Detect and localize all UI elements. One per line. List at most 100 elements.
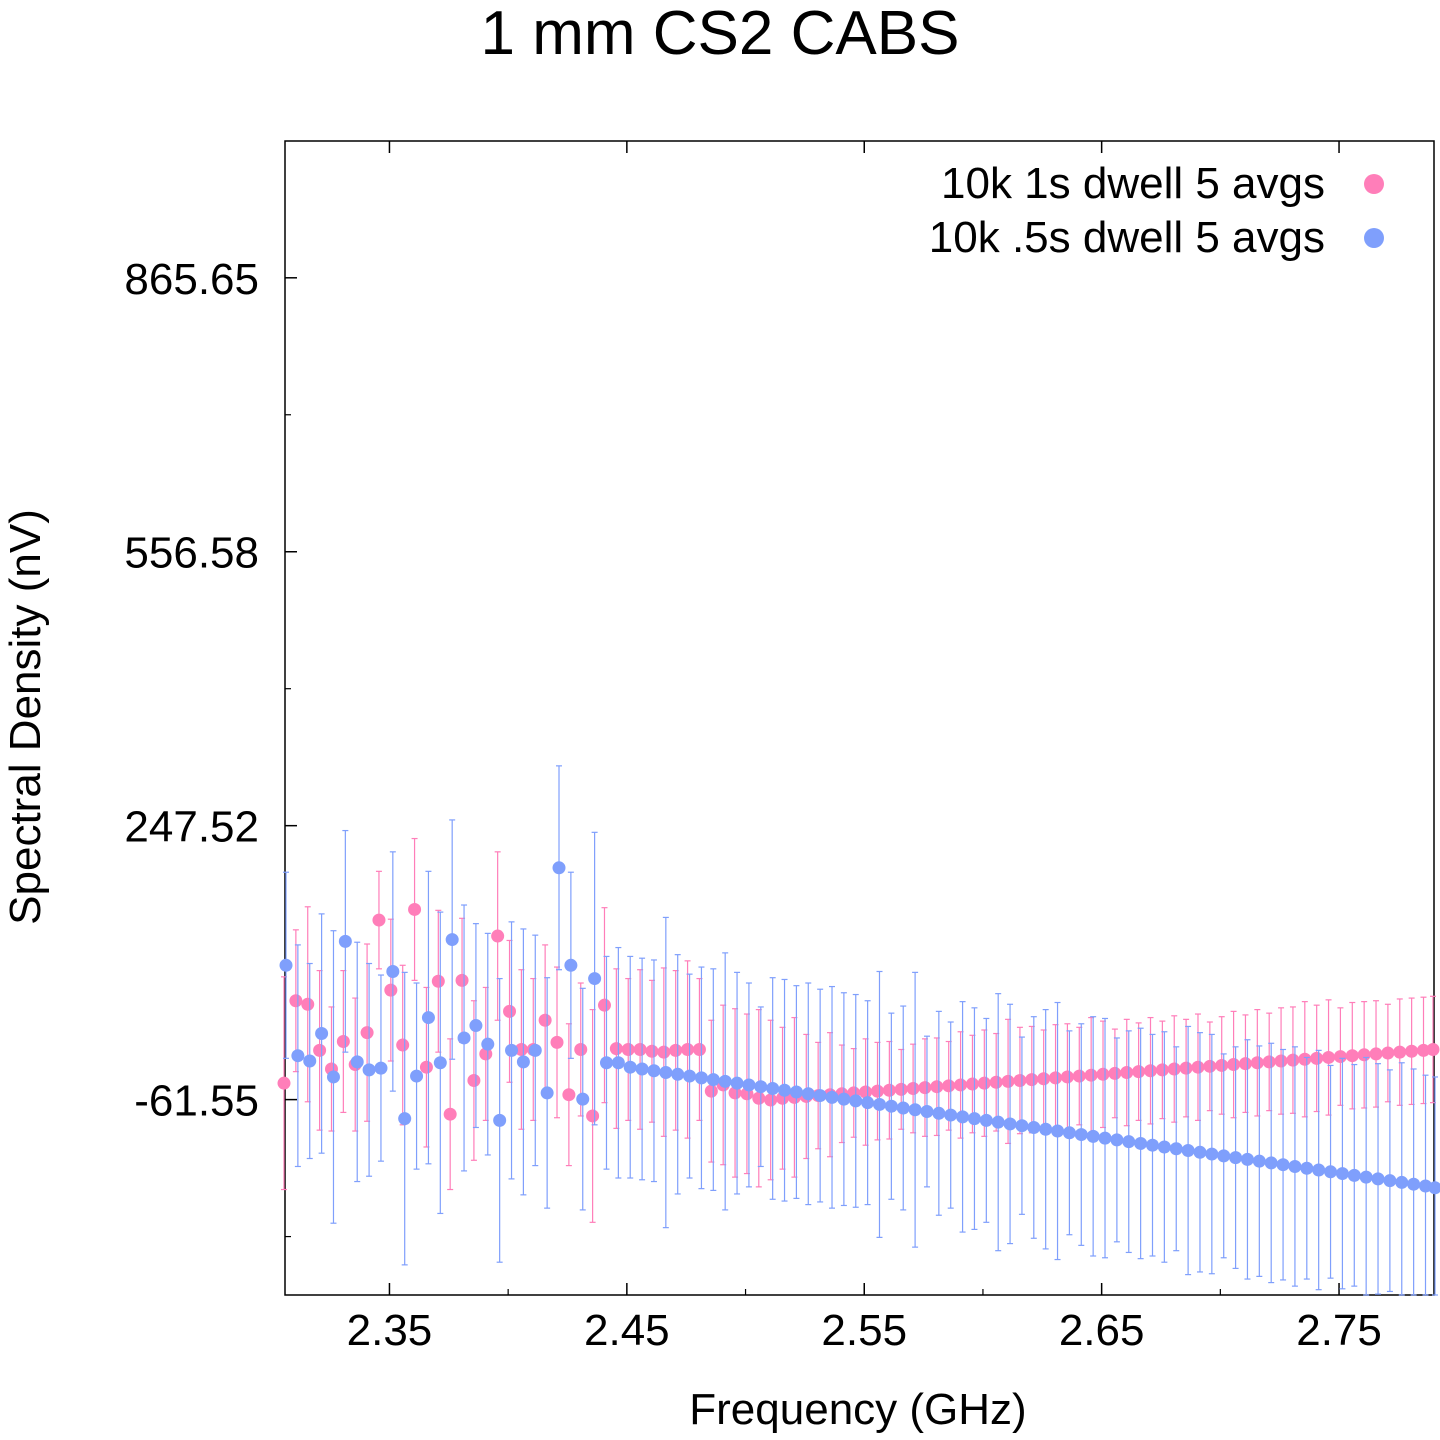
data-point <box>1393 1045 1407 1059</box>
data-point <box>1145 1138 1159 1152</box>
data-point <box>574 1042 588 1056</box>
data-point <box>362 1063 376 1077</box>
data-point <box>896 1101 910 1115</box>
data-point <box>396 1038 410 1052</box>
data-point <box>967 1112 981 1126</box>
data-point <box>421 1011 435 1025</box>
data-point <box>1098 1131 1112 1145</box>
data-point <box>1383 1174 1397 1188</box>
data-point <box>1264 1156 1278 1170</box>
chart-title: 1 mm CS2 CABS <box>481 0 960 68</box>
data-point <box>374 1061 388 1075</box>
data-point <box>1310 1051 1324 1065</box>
x-tick-label: 2.65 <box>1059 1306 1145 1355</box>
data-point <box>647 1064 661 1078</box>
data-point <box>1110 1133 1124 1147</box>
data-point <box>1407 1177 1421 1191</box>
data-point <box>410 1069 424 1083</box>
data-point <box>1357 1048 1371 1062</box>
x-tick-label: 2.75 <box>1296 1306 1382 1355</box>
data-point <box>704 1084 718 1098</box>
x-tick-label: 2.35 <box>347 1306 433 1355</box>
data-point <box>754 1080 768 1094</box>
data-point <box>813 1089 827 1103</box>
data-point <box>778 1083 792 1097</box>
data-point <box>1015 1119 1029 1133</box>
data-point <box>1238 1057 1252 1071</box>
data-point <box>989 1075 1003 1089</box>
data-point <box>503 1004 517 1018</box>
data-point <box>1049 1071 1063 1085</box>
data-point <box>1074 1128 1088 1142</box>
data-point <box>516 1055 530 1069</box>
data-point <box>431 974 445 988</box>
data-point <box>669 1043 683 1057</box>
data-point <box>730 1076 744 1090</box>
data-point <box>1132 1065 1146 1079</box>
data-point <box>1120 1066 1134 1080</box>
y-tick-label: -61.55 <box>134 1077 259 1126</box>
data-point <box>789 1085 803 1099</box>
data-point <box>825 1090 839 1104</box>
data-point <box>694 1071 708 1085</box>
data-point <box>313 1043 327 1057</box>
data-point <box>861 1096 875 1110</box>
data-point <box>918 1081 932 1095</box>
data-point <box>1371 1172 1385 1186</box>
data-point <box>920 1105 934 1119</box>
data-point <box>1039 1122 1053 1136</box>
data-point <box>1072 1069 1086 1083</box>
data-point <box>1025 1073 1039 1087</box>
data-point <box>315 1027 329 1041</box>
data-point <box>336 1035 350 1049</box>
data-point <box>1395 1175 1409 1189</box>
data-point <box>623 1060 637 1074</box>
data-point <box>944 1108 958 1122</box>
data-point <box>956 1110 970 1124</box>
data-point <box>764 1093 778 1107</box>
data-point <box>1217 1149 1231 1163</box>
data-point <box>942 1079 956 1093</box>
data-point <box>384 983 398 997</box>
data-point <box>279 958 293 972</box>
data-point <box>979 1113 993 1127</box>
data-point <box>1381 1046 1395 1060</box>
data-point <box>1288 1159 1302 1173</box>
data-point <box>597 998 611 1012</box>
data-point <box>1155 1063 1169 1077</box>
data-point <box>872 1097 886 1111</box>
data-point <box>1003 1117 1017 1131</box>
data-point <box>633 1042 647 1056</box>
data-point <box>408 902 422 916</box>
data-point <box>882 1083 896 1097</box>
data-point <box>1037 1072 1051 1086</box>
data-point <box>728 1086 742 1100</box>
data-point <box>683 1069 697 1083</box>
data-point <box>1300 1161 1314 1175</box>
data-point <box>469 1019 483 1033</box>
data-point <box>550 1035 564 1049</box>
data-point <box>1051 1124 1065 1138</box>
data-point <box>932 1106 946 1120</box>
data-point <box>1426 1042 1440 1056</box>
data-point <box>479 1047 493 1061</box>
data-point <box>681 1042 695 1056</box>
data-point <box>930 1080 944 1094</box>
data-point <box>1333 1050 1347 1064</box>
data-point <box>514 1042 528 1056</box>
data-point <box>1335 1167 1349 1181</box>
data-point <box>599 1056 613 1070</box>
data-point <box>718 1074 732 1088</box>
data-point <box>586 1109 600 1123</box>
data-point <box>1417 1043 1431 1057</box>
data-point <box>692 1042 706 1056</box>
data-point <box>540 1086 554 1100</box>
data-point <box>906 1081 920 1095</box>
data-point <box>894 1082 908 1096</box>
data-point <box>635 1062 649 1076</box>
data-point <box>1359 1170 1373 1184</box>
data-point <box>1274 1054 1288 1068</box>
data-point <box>1193 1145 1207 1159</box>
data-point <box>1312 1163 1326 1177</box>
data-point <box>588 972 602 986</box>
